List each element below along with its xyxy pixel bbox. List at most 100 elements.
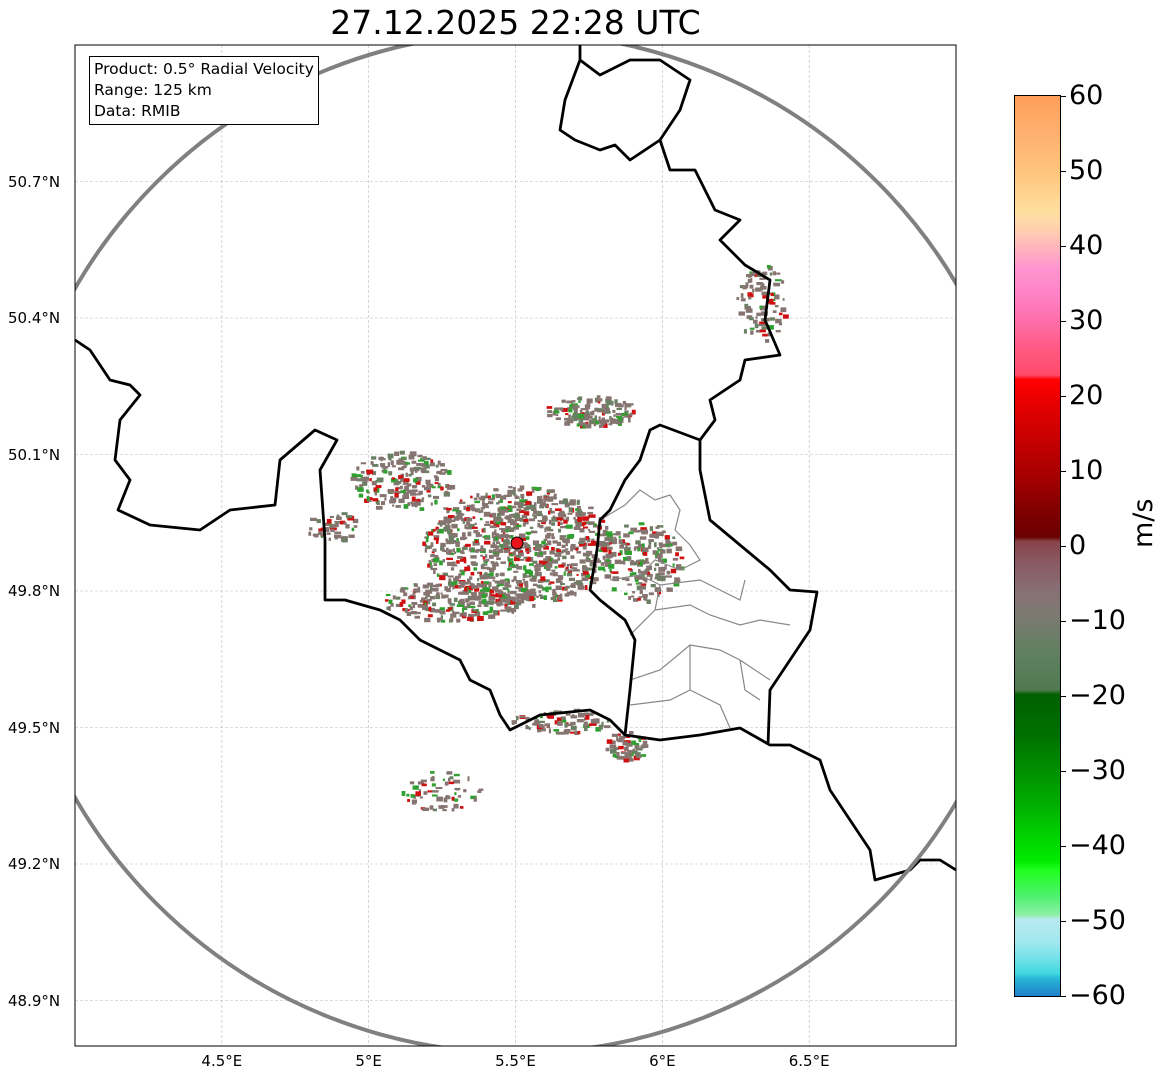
- echo-pixel: [495, 545, 499, 549]
- echo-pixel: [474, 500, 481, 504]
- echo-pixel: [482, 503, 488, 508]
- echo-pixel: [774, 279, 782, 282]
- echo-pixel: [582, 552, 588, 557]
- echo-pixel: [601, 418, 605, 424]
- echo-pixel: [408, 454, 415, 460]
- echo-pixel: [501, 538, 504, 542]
- echo-pixel: [759, 277, 766, 280]
- echo-pixel: [515, 715, 519, 721]
- echo-pixel: [439, 575, 446, 581]
- colorbar-tick: [1060, 996, 1066, 997]
- echo-pixel: [537, 728, 541, 733]
- echo-pixel: [473, 529, 479, 534]
- echo-pixel: [550, 510, 555, 514]
- echo-pixel: [509, 590, 517, 595]
- echo-pixel: [616, 421, 622, 425]
- echo-pixel: [427, 790, 434, 793]
- echo-pixel: [611, 400, 614, 406]
- data-source-label: Data: RMIB: [94, 102, 181, 120]
- echo-pixel: [482, 583, 488, 588]
- echo-pixel: [464, 587, 468, 592]
- echo-pixel: [398, 475, 404, 480]
- echo-pixel: [483, 511, 491, 517]
- echo-pixel: [448, 484, 456, 490]
- echo-pixel: [334, 531, 342, 535]
- echo-pixel: [411, 502, 416, 507]
- echo-pixel: [567, 512, 573, 515]
- echo-pixel: [586, 554, 589, 559]
- echo-pixel: [543, 543, 548, 547]
- echo-pixel: [761, 291, 768, 296]
- echo-pixel: [578, 542, 586, 547]
- echo-pixel: [543, 558, 548, 563]
- echo-pixel: [453, 803, 459, 809]
- echo-pixel: [411, 460, 417, 464]
- echo-pixel: [526, 532, 531, 536]
- echo-pixel: [598, 408, 605, 411]
- echo-pixel: [546, 528, 554, 532]
- echo-pixel: [555, 730, 558, 735]
- echo-pixel: [673, 581, 680, 587]
- echo-pixel: [537, 512, 542, 515]
- echo-pixel: [609, 546, 613, 550]
- echo-pixel: [578, 400, 581, 403]
- echo-pixel: [417, 781, 425, 785]
- echo-pixel: [392, 504, 395, 507]
- echo-pixel: [577, 585, 585, 590]
- echo-pixel: [555, 417, 561, 421]
- colorbar-tick-label: −20: [1069, 680, 1126, 711]
- echo-pixel: [388, 605, 391, 611]
- echo-pixel: [750, 330, 754, 335]
- echo-pixel: [353, 525, 358, 528]
- echo-pixel: [535, 487, 541, 491]
- echo-pixel: [610, 418, 617, 424]
- echo-pixel: [492, 566, 496, 571]
- echo-pixel: [526, 549, 530, 554]
- echo-pixel: [528, 727, 531, 731]
- echo-pixel: [443, 516, 449, 522]
- echo-pixel: [474, 587, 480, 592]
- echo-pixel: [425, 457, 431, 461]
- echo-pixel: [664, 565, 667, 570]
- echo-pixel: [484, 603, 489, 607]
- echo-pixel: [499, 527, 503, 530]
- echo-pixel: [655, 526, 660, 529]
- echo-pixel: [451, 808, 455, 812]
- echo-pixel: [412, 485, 418, 488]
- echo-pixel: [488, 549, 492, 554]
- echo-pixel: [538, 590, 542, 594]
- echo-pixel: [568, 534, 575, 538]
- echo-pixel: [537, 510, 542, 513]
- echo-pixel: [508, 565, 511, 568]
- echo-pixel: [754, 323, 759, 329]
- echo-pixel: [492, 551, 500, 555]
- echo-pixel: [512, 487, 516, 492]
- echo-pixel: [470, 592, 477, 595]
- echo-pixel: [453, 597, 458, 603]
- echo-pixel: [488, 498, 495, 501]
- echo-pixel: [631, 595, 635, 598]
- echo-pixel: [584, 726, 588, 732]
- echo-pixel: [532, 723, 538, 726]
- echo-pixel: [433, 528, 436, 532]
- echo-pixel: [571, 566, 575, 569]
- echo-pixel: [516, 583, 522, 587]
- echo-pixel: [775, 294, 780, 297]
- echo-pixel: [565, 566, 569, 569]
- echo-pixel: [429, 462, 435, 467]
- echo-pixel: [440, 542, 446, 548]
- echo-pixel: [375, 501, 379, 505]
- echo-pixel: [508, 596, 516, 601]
- echo-pixel: [442, 548, 445, 552]
- echo-pixel: [390, 496, 394, 500]
- echo-pixel: [612, 539, 618, 544]
- echo-pixel: [557, 557, 561, 561]
- echo-pixel: [454, 792, 457, 796]
- echo-pixel: [490, 520, 495, 525]
- echo-pixel: [780, 280, 785, 284]
- echo-pixel: [457, 514, 463, 520]
- echo-pixel: [435, 787, 443, 790]
- x-tick-label: 6.5°E: [788, 1052, 830, 1070]
- echo-pixel: [675, 567, 683, 571]
- echo-pixel: [493, 586, 499, 591]
